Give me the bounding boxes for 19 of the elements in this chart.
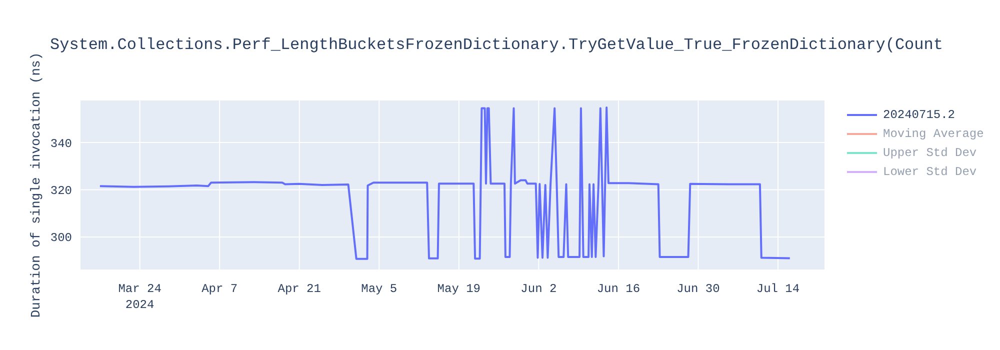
x-tick-label: Jun 30	[676, 282, 720, 296]
legend-label: Lower Std Dev	[883, 164, 977, 178]
x-tick-label: Mar 24 2024	[118, 282, 162, 312]
x-tick-label: May 5	[361, 282, 398, 296]
x-tick-label: May 19	[437, 282, 481, 296]
legend-label: Upper Std Dev	[883, 146, 977, 160]
x-tick-label: Jun 2	[520, 282, 557, 296]
legend-label: Moving Average	[883, 126, 984, 140]
x-tick-label: Jun 16	[596, 282, 640, 296]
line-series	[98, 106, 791, 260]
x-tick-label: Apr 21	[278, 282, 321, 296]
y-tick-label: 320	[50, 184, 72, 198]
legend-label: 20240715.2	[883, 108, 956, 122]
x-tick-label: Apr 7	[202, 282, 238, 296]
chart-title: System.Collections.Perf_LengthBucketsFrozenDictionary.TryGetValue_True_FrozenDictionary(Count	[50, 36, 943, 54]
y-tick-label: 300	[50, 231, 72, 246]
y-axis-title: Duration of single invocation (ns)	[28, 52, 44, 318]
x-tick-label: Jul 14	[756, 282, 800, 296]
y-tick-label: 340	[50, 136, 72, 151]
